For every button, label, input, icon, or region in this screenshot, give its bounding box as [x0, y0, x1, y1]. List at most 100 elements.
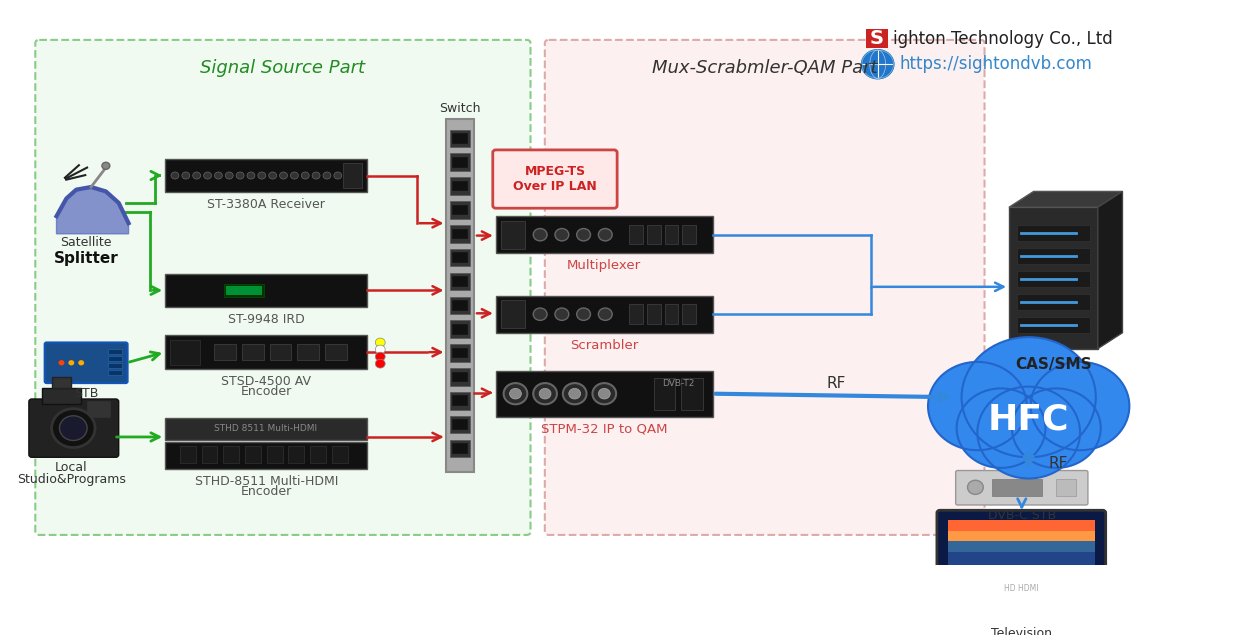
Circle shape	[269, 172, 276, 179]
Text: HFC: HFC	[988, 403, 1070, 436]
Circle shape	[79, 360, 84, 365]
Bar	[948, 520, 1095, 582]
Circle shape	[504, 383, 528, 404]
Bar	[452, 348, 468, 358]
Bar	[1016, 248, 1090, 264]
Bar	[450, 201, 470, 219]
Bar	[446, 119, 474, 472]
Bar	[452, 300, 468, 311]
Bar	[681, 378, 702, 410]
Circle shape	[956, 389, 1045, 468]
FancyBboxPatch shape	[956, 471, 1088, 505]
Circle shape	[534, 229, 548, 241]
Bar	[165, 442, 368, 469]
Bar	[342, 163, 362, 188]
Bar	[450, 321, 470, 338]
Text: ighton Technology Co., Ltd: ighton Technology Co., Ltd	[894, 30, 1114, 48]
Circle shape	[599, 389, 610, 399]
Bar	[298, 344, 319, 360]
Bar	[165, 274, 368, 307]
Text: CAS/SMS: CAS/SMS	[1015, 357, 1091, 372]
Bar	[948, 531, 1095, 545]
Text: Encoder: Encoder	[241, 385, 292, 398]
Circle shape	[102, 163, 110, 170]
Bar	[450, 177, 470, 195]
FancyBboxPatch shape	[545, 40, 985, 535]
Circle shape	[599, 229, 612, 241]
Circle shape	[181, 172, 190, 179]
Bar	[165, 159, 368, 192]
Bar	[496, 296, 712, 333]
Circle shape	[534, 383, 558, 404]
Circle shape	[248, 172, 255, 179]
Bar	[646, 225, 660, 244]
Circle shape	[312, 172, 320, 179]
Bar	[450, 154, 470, 171]
Circle shape	[862, 50, 894, 78]
Circle shape	[576, 308, 590, 321]
Bar	[86, 400, 111, 418]
Circle shape	[1031, 362, 1129, 450]
Text: STHD-8511 Multi-HDMI: STHD-8511 Multi-HDMI	[195, 474, 338, 488]
Circle shape	[322, 172, 331, 179]
Bar	[452, 276, 468, 287]
Bar	[452, 204, 468, 215]
Text: RF: RF	[1049, 456, 1068, 471]
Bar	[165, 335, 368, 369]
Circle shape	[978, 387, 1080, 479]
Circle shape	[555, 229, 569, 241]
Bar	[646, 304, 660, 324]
Circle shape	[599, 308, 612, 321]
Text: STPM-32 IP to QAM: STPM-32 IP to QAM	[541, 422, 668, 436]
Bar	[450, 344, 470, 362]
Bar	[452, 133, 468, 144]
Circle shape	[375, 359, 385, 368]
Circle shape	[555, 308, 569, 321]
Circle shape	[290, 172, 299, 179]
Bar	[496, 216, 712, 253]
Circle shape	[569, 389, 580, 399]
Bar	[41, 389, 81, 404]
Bar	[1056, 479, 1076, 496]
Circle shape	[225, 172, 234, 179]
Bar	[226, 286, 261, 295]
Bar	[450, 392, 470, 410]
Bar	[665, 225, 679, 244]
Text: Multiplexer: Multiplexer	[568, 259, 641, 272]
Circle shape	[51, 409, 95, 448]
Bar	[452, 181, 468, 191]
Bar	[450, 368, 470, 385]
Circle shape	[961, 337, 1096, 457]
Polygon shape	[1098, 191, 1122, 349]
Circle shape	[192, 172, 200, 179]
Circle shape	[510, 389, 521, 399]
Bar	[450, 130, 470, 147]
Bar	[107, 349, 121, 354]
Bar	[450, 439, 470, 457]
Text: RF: RF	[826, 377, 846, 391]
Bar	[325, 344, 346, 360]
Text: Signal Source Part: Signal Source Part	[200, 59, 365, 77]
Polygon shape	[56, 187, 129, 234]
Circle shape	[59, 360, 65, 365]
Bar	[665, 304, 679, 324]
Bar	[948, 541, 1095, 556]
FancyBboxPatch shape	[35, 40, 530, 535]
Text: Switch: Switch	[440, 102, 481, 115]
Bar	[452, 371, 468, 382]
Bar	[180, 446, 196, 464]
Circle shape	[236, 172, 244, 179]
Bar	[496, 371, 712, 417]
Bar	[682, 225, 696, 244]
Bar	[170, 340, 200, 364]
Bar	[107, 370, 121, 375]
Text: Mux-Scrabmler-QAM Part: Mux-Scrabmler-QAM Part	[652, 59, 877, 77]
Circle shape	[534, 308, 548, 321]
Circle shape	[280, 172, 288, 179]
Bar	[948, 552, 1095, 566]
Bar	[107, 363, 121, 368]
Bar	[242, 344, 264, 360]
Circle shape	[69, 360, 74, 365]
Bar	[452, 157, 468, 168]
Bar	[51, 377, 71, 387]
